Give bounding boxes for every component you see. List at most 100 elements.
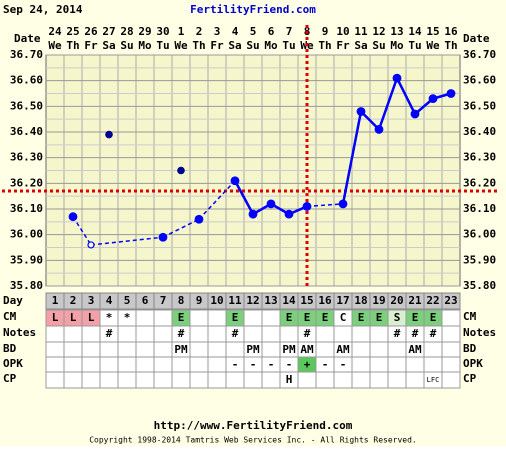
temp-segment bbox=[395, 77, 417, 115]
day-number: 5 bbox=[124, 294, 131, 307]
date-label: 3 bbox=[214, 25, 221, 38]
date-label: 4 bbox=[232, 25, 239, 38]
cell bbox=[99, 371, 119, 389]
day-number: 20 bbox=[390, 294, 403, 307]
day-number: 22 bbox=[426, 294, 439, 307]
row-label: Day bbox=[3, 294, 23, 307]
cell bbox=[423, 341, 443, 359]
day-number: 23 bbox=[444, 294, 457, 307]
row-label-right: CM bbox=[463, 310, 477, 323]
cell-text: L bbox=[52, 311, 59, 324]
day-number: 4 bbox=[106, 294, 113, 307]
temp-segment bbox=[341, 111, 363, 205]
date-label: 11 bbox=[354, 25, 368, 38]
y-tick-label-right: 36.70 bbox=[463, 48, 496, 61]
y-tick-label: 35.90 bbox=[10, 253, 43, 266]
y-tick-label-right: 36.60 bbox=[463, 74, 496, 87]
cell bbox=[369, 371, 389, 389]
weekday-label: Su bbox=[372, 39, 385, 52]
cell-text: * bbox=[106, 311, 113, 324]
cell-text: L bbox=[88, 311, 95, 324]
cell bbox=[135, 309, 155, 327]
date-label: 15 bbox=[426, 25, 439, 38]
cell bbox=[63, 356, 83, 374]
cell-text: - bbox=[250, 358, 257, 371]
cell-text: - bbox=[268, 358, 275, 371]
weekday-label: We bbox=[174, 39, 188, 52]
weekday-label: Mo bbox=[138, 39, 152, 52]
weekday-label: Tu bbox=[282, 39, 295, 52]
cell bbox=[207, 325, 227, 343]
cell bbox=[117, 325, 137, 343]
cell bbox=[207, 341, 227, 359]
cell-text: S bbox=[394, 311, 401, 324]
cell-text: # bbox=[412, 327, 419, 340]
cell bbox=[225, 341, 245, 359]
cell bbox=[189, 341, 209, 359]
day-number: 9 bbox=[196, 294, 203, 307]
cell bbox=[297, 371, 317, 389]
cell-text: E bbox=[358, 311, 365, 324]
y-tick-label: 36.20 bbox=[10, 176, 43, 189]
cell bbox=[153, 309, 173, 327]
cell bbox=[81, 356, 101, 374]
date-label: 27 bbox=[102, 25, 115, 38]
cell bbox=[261, 341, 281, 359]
y-tick-label-right: 35.80 bbox=[463, 279, 496, 292]
day-number: 13 bbox=[264, 294, 277, 307]
y-tick-label: 36.40 bbox=[10, 125, 43, 138]
copyright: Copyright 1998-2014 Tamtris Web Services… bbox=[89, 436, 417, 445]
cell-text: - bbox=[286, 358, 293, 371]
cell bbox=[189, 371, 209, 389]
site-name[interactable]: FertilityFriend.com bbox=[190, 3, 316, 16]
cell bbox=[45, 325, 65, 343]
cell-text: LFC bbox=[427, 376, 440, 384]
temp-point bbox=[446, 89, 456, 98]
day-number: 17 bbox=[336, 294, 349, 307]
day-number: 6 bbox=[142, 294, 149, 307]
day-number: 10 bbox=[210, 294, 223, 307]
cell bbox=[81, 371, 101, 389]
temp-point bbox=[284, 209, 294, 219]
cell-text: E bbox=[376, 311, 383, 324]
temp-point bbox=[338, 199, 348, 209]
date-label: 1 bbox=[178, 25, 185, 38]
cell-text: # bbox=[394, 327, 401, 340]
cell bbox=[189, 325, 209, 343]
cell bbox=[369, 356, 389, 374]
cell bbox=[315, 371, 335, 389]
weekday-label: Su bbox=[120, 39, 133, 52]
weekday-label: Th bbox=[318, 39, 331, 52]
cell-text: E bbox=[412, 311, 419, 324]
cell-text: - bbox=[340, 358, 347, 371]
cell bbox=[207, 371, 227, 389]
row-label: CP bbox=[3, 372, 17, 385]
weekday-label: Th bbox=[444, 39, 457, 52]
temp-point bbox=[248, 209, 258, 219]
weekday-label: Mo bbox=[264, 39, 278, 52]
y-tick-label-right: 36.10 bbox=[463, 202, 496, 215]
cell bbox=[441, 309, 461, 327]
cell-text: H bbox=[286, 373, 293, 386]
cell bbox=[117, 356, 137, 374]
temp-point bbox=[194, 214, 204, 224]
cell bbox=[333, 325, 353, 343]
cell bbox=[333, 371, 353, 389]
temp-point bbox=[356, 107, 366, 116]
cell-text: * bbox=[124, 311, 131, 324]
cell bbox=[243, 371, 263, 389]
temp-point bbox=[428, 94, 438, 104]
cell-text: # bbox=[232, 327, 239, 340]
weekday-label: Su bbox=[246, 39, 259, 52]
cell bbox=[117, 341, 137, 359]
temp-segment bbox=[306, 203, 344, 208]
temp-point bbox=[230, 176, 240, 186]
y-tick-label: 36.60 bbox=[10, 74, 43, 87]
temp-segment bbox=[233, 180, 255, 215]
cell-text: C bbox=[340, 311, 347, 324]
cell bbox=[207, 309, 227, 327]
footer-url[interactable]: http://www.FertilityFriend.com bbox=[154, 419, 353, 432]
date-label: 14 bbox=[408, 25, 422, 38]
y-tick-label-right: 36.30 bbox=[463, 151, 496, 164]
y-tick-label: 36.70 bbox=[10, 48, 43, 61]
